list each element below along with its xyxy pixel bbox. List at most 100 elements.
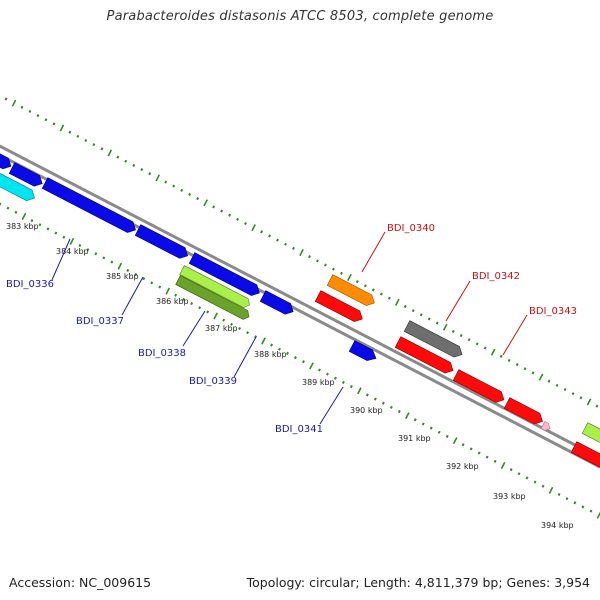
minor-tick — [6, 206, 10, 210]
gene-label-bdi-0336[interactable]: BDI_0336 — [6, 279, 54, 290]
minor-tick — [150, 281, 154, 285]
minor-tick — [581, 505, 585, 509]
outer-tick-track — [4, 97, 599, 408]
minor-tick — [206, 310, 210, 314]
minor-tick — [324, 263, 327, 267]
minor-tick — [318, 368, 321, 372]
gene-green-2[interactable] — [175, 275, 252, 322]
major-tick — [404, 412, 410, 420]
major-tick — [107, 149, 113, 157]
minor-tick — [421, 422, 425, 426]
minor-tick — [429, 426, 433, 430]
genome-backbone — [0, 144, 600, 469]
kbp-label: 392 kbp — [446, 462, 479, 471]
minor-tick — [557, 492, 561, 497]
gene-bdi-0336[interactable] — [41, 177, 138, 236]
gene-label-bdi-0339[interactable]: BDI_0339 — [189, 376, 237, 387]
gene-bdi-0343[interactable] — [503, 397, 545, 427]
gene-grey-1[interactable] — [403, 320, 465, 360]
minor-tick — [294, 356, 297, 360]
gene-red-right[interactable] — [570, 441, 600, 474]
minor-tick — [533, 480, 537, 484]
kbp-label: 386 kbp — [156, 297, 189, 306]
gene-bdi-0342[interactable] — [394, 336, 456, 376]
minor-tick — [86, 248, 90, 252]
gene-bdi-0340[interactable] — [326, 274, 377, 309]
minor-tick — [52, 122, 56, 126]
minor-tick — [499, 354, 503, 358]
gene-green-1[interactable] — [179, 265, 252, 310]
minor-tick — [124, 159, 128, 163]
gene-reverse-1[interactable] — [0, 152, 14, 172]
gene-label-bdi-0343[interactable]: BDI_0343 — [529, 306, 577, 317]
minor-tick — [244, 221, 247, 226]
major-tick — [59, 124, 65, 132]
minor-tick — [84, 138, 88, 143]
gene-pink-1[interactable] — [540, 421, 552, 432]
major-tick — [548, 486, 554, 494]
minor-tick — [595, 404, 599, 408]
minor-tick — [44, 118, 48, 122]
minor-tick — [340, 271, 343, 275]
minor-tick — [397, 409, 401, 414]
gene-bdi-0339[interactable] — [259, 290, 296, 317]
minor-tick — [62, 235, 66, 239]
minor-tick — [222, 318, 226, 322]
minor-tick — [182, 297, 186, 301]
minor-tick — [469, 447, 473, 451]
gene-bdi-0337[interactable] — [134, 224, 190, 261]
minor-tick — [493, 459, 497, 463]
major-tick — [442, 323, 448, 331]
minor-tick — [164, 180, 168, 184]
major-tick — [165, 287, 171, 295]
minor-tick — [573, 501, 577, 505]
kbp-label: 389 kbp — [302, 378, 335, 387]
major-tick — [261, 337, 266, 345]
minor-tick — [76, 134, 80, 138]
gene-bdi-0338[interactable] — [188, 252, 262, 299]
gene-red-1[interactable] — [314, 290, 365, 325]
kbp-label: 383 kbp — [6, 222, 39, 231]
minor-tick — [523, 367, 527, 371]
gene-reverse-cyan[interactable] — [0, 170, 37, 204]
kbp-label: 390 kbp — [350, 406, 383, 415]
major-tick — [490, 348, 496, 356]
gene-label-bdi-0340[interactable]: BDI_0340 — [387, 223, 435, 234]
minor-tick — [565, 497, 569, 501]
minor-tick — [419, 313, 423, 317]
minor-tick — [308, 255, 311, 259]
minor-tick — [563, 387, 567, 392]
major-tick — [203, 199, 209, 207]
major-tick — [21, 212, 27, 220]
gene-label-bdi-0342[interactable]: BDI_0342 — [472, 271, 520, 282]
major-tick — [452, 437, 458, 445]
minor-tick — [284, 242, 287, 246]
minor-tick — [379, 292, 383, 296]
minor-tick — [94, 252, 98, 256]
minor-tick — [341, 380, 345, 384]
major-tick — [117, 262, 123, 270]
inner-tick-track — [0, 202, 600, 519]
minor-tick — [46, 227, 50, 231]
minor-tick — [371, 288, 375, 292]
gene-red-2[interactable] — [452, 369, 506, 406]
minor-tick — [132, 163, 136, 167]
minor-tick — [158, 285, 162, 289]
minor-tick — [110, 260, 114, 264]
gene-label-bdi-0337[interactable]: BDI_0337 — [76, 316, 124, 327]
minor-tick — [326, 372, 329, 376]
gene-label-bdi-0341[interactable]: BDI_0341 — [275, 424, 323, 435]
gene-reverse-2[interactable] — [8, 162, 45, 189]
minor-tick — [174, 293, 178, 297]
minor-tick — [485, 455, 489, 459]
minor-tick — [403, 304, 407, 309]
minor-tick — [475, 342, 479, 346]
gene-bdi-0341[interactable] — [348, 340, 378, 364]
gene-label-bdi-0338[interactable]: BDI_0338 — [138, 348, 186, 359]
kbp-label: 387 kbp — [205, 324, 238, 333]
minor-tick — [68, 130, 72, 134]
minor-tick — [140, 168, 144, 172]
minor-tick — [286, 351, 289, 355]
minor-tick — [525, 476, 529, 480]
